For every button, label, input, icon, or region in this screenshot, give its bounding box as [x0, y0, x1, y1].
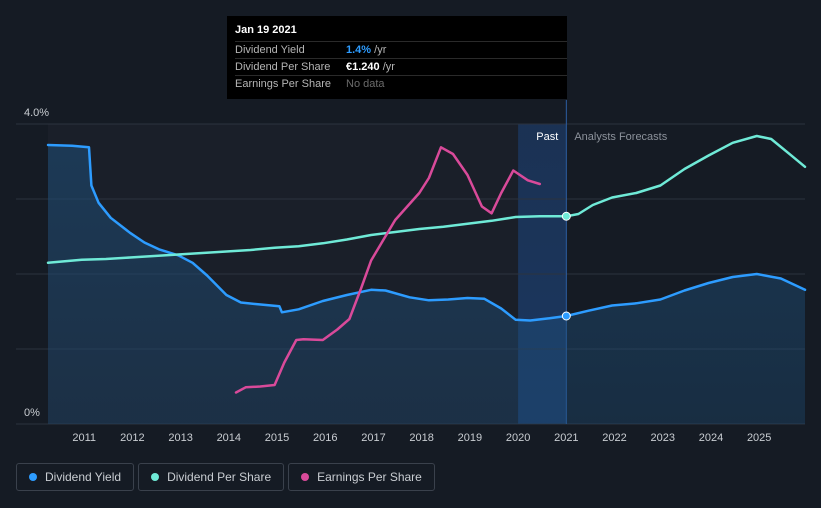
dividend-chart: 4.0% 0% 2011 2012 2013 2014 2015 2016 2017 2018 20… [16, 100, 807, 444]
legend-dot-icon [29, 473, 37, 481]
x-tick-label: 2017 [361, 432, 385, 444]
legend-dot-icon [151, 473, 160, 481]
tooltip-value: €1.240 /yr [346, 59, 395, 75]
x-tick-label: 2021 [554, 432, 578, 444]
x-tick-label: 2022 [602, 432, 626, 444]
chart-legend: Dividend Yield Dividend Per Share Earnin… [16, 463, 435, 491]
x-tick-label: 2014 [217, 432, 241, 444]
tooltip-row-eps: Earnings Per Share No data [235, 75, 567, 92]
x-tick-label: 2020 [506, 432, 530, 444]
dividend-yield-area [48, 145, 805, 424]
tooltip-value: 1.4% /yr [346, 42, 386, 58]
legend-label: Earnings Per Share [317, 470, 422, 484]
legend-dot-icon [301, 473, 310, 481]
x-tick-label: 2019 [458, 432, 482, 444]
x-tick-label: 2013 [168, 432, 192, 444]
x-tick-label: 2023 [651, 432, 675, 444]
dividend-per-share-line [46, 134, 807, 265]
x-tick-label: 2015 [265, 432, 289, 444]
tooltip-dps-value: €1.240 [346, 61, 380, 73]
tooltip-value: No data [346, 78, 385, 90]
x-tick-label: 2012 [120, 432, 144, 444]
x-tick-label: 2016 [313, 432, 337, 444]
earnings-per-share-line [234, 146, 542, 394]
forecast-label: Analysts Forecasts [574, 131, 667, 143]
x-tick-label: 2018 [409, 432, 433, 444]
tooltip-label: Dividend Yield [235, 44, 305, 56]
x-tick-label: 2025 [747, 432, 771, 444]
tooltip-label: Dividend Per Share [235, 61, 331, 73]
dividend-yield-line [46, 143, 807, 322]
dividend-per-share-marker [561, 211, 571, 221]
y-tick-label: 0% [24, 407, 40, 419]
y-tick-label: 4.0% [24, 107, 49, 119]
tooltip-unit: /yr [371, 44, 387, 56]
tooltip-date: Jan 19 2021 [235, 24, 297, 36]
legend-label: Dividend Yield [45, 470, 122, 484]
tooltip-label: Earnings Per Share [235, 78, 331, 90]
legend-dividend-per-share[interactable]: Dividend Per Share [138, 463, 285, 491]
tooltip-unit: /yr [379, 61, 395, 73]
x-tick-label: 2011 [72, 432, 96, 444]
tooltip-row-yield: Dividend Yield 1.4% /yr [235, 41, 567, 58]
tooltip-row-dps: Dividend Per Share €1.240 /yr [235, 58, 567, 75]
legend-label: Dividend Per Share [167, 470, 272, 484]
past-label: Past [536, 131, 558, 143]
hover-tooltip: Jan 19 2021 Dividend Yield 1.4% /yr Divi… [227, 16, 567, 99]
tooltip-yield-value: 1.4% [346, 44, 372, 56]
legend-dividend-yield[interactable]: Dividend Yield [16, 463, 135, 491]
dividend-yield-marker [561, 311, 571, 321]
legend-earnings-per-share[interactable]: Earnings Per Share [288, 463, 435, 491]
x-tick-label: 2024 [699, 432, 723, 444]
